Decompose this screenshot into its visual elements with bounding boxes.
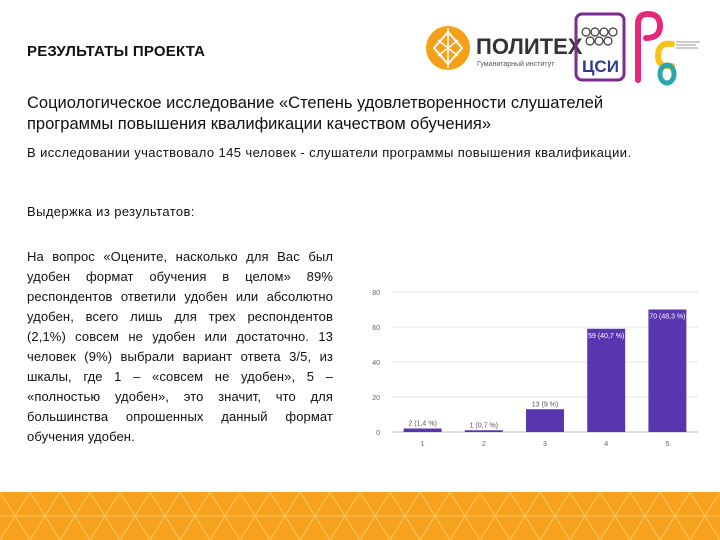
y-tick-label: 40 [372, 360, 380, 367]
bar-data-label: 70 (48,3 %) [649, 314, 685, 321]
bar-2 [464, 430, 503, 432]
x-tick-label: 5 [665, 441, 669, 448]
x-tick-label: 2 [482, 441, 486, 448]
rso-logo [635, 10, 700, 86]
x-tick-label: 4 [604, 441, 608, 448]
page-header-title: РЕЗУЛЬТАТЫ ПРОЕКТА [27, 43, 206, 60]
y-tick-label: 60 [372, 325, 380, 332]
y-tick-label: 20 [372, 395, 380, 402]
study-intro: В исследовании участвовало 145 человек -… [27, 145, 632, 160]
csi-logo: ЦСИ [574, 12, 626, 82]
x-tick-label: 1 [421, 441, 425, 448]
bar-data-label: 59 (40,7 %) [588, 333, 624, 340]
study-title: Социологическое исследование «Степень уд… [27, 94, 604, 133]
politech-subtitle: Гуманитарный институт [477, 60, 555, 68]
bar-1 [403, 428, 442, 432]
politech-logo: ПОЛИТЕХ Гуманитарный институт [426, 26, 583, 70]
bar-5 [648, 309, 687, 432]
logos-group: ПОЛИТЕХ Гуманитарный институт ЦСИ [420, 8, 710, 88]
y-tick-label: 0 [376, 430, 380, 437]
y-tick-label: 80 [372, 290, 380, 297]
bar-4 [587, 328, 626, 432]
bar-data-label: 1 (0,7 %) [470, 422, 498, 429]
footer-pattern [0, 492, 720, 540]
csi-text: ЦСИ [582, 57, 619, 76]
bar-3 [526, 409, 564, 432]
survey-bar-chart: 0 20 40 60 80 2 (1,4 %) 1 1 (0,7 %) 2 13 (9 %) 3 59… [372, 290, 698, 448]
politech-name: ПОЛИТЕХ [476, 34, 583, 59]
excerpt-label: Выдержка из результатов: [27, 204, 195, 219]
bar-data-label: 2 (1,4 %) [408, 421, 436, 428]
bar-data-label: 13 (9 %) [532, 401, 558, 408]
results-paragraph: На вопрос «Оцените, насколько для Вас бы… [27, 249, 333, 444]
x-tick-label: 3 [543, 441, 547, 448]
